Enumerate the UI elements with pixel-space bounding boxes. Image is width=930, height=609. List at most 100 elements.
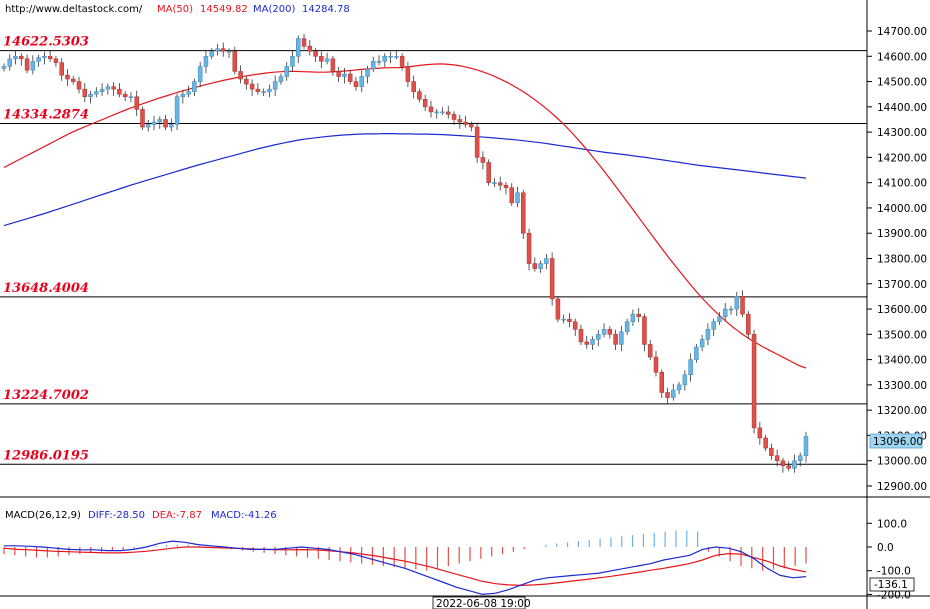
y-tick-label: 13900.00	[877, 228, 927, 240]
candle-down	[117, 88, 122, 95]
macd-tick-label: -200.0	[877, 589, 911, 601]
ma200-line	[3, 133, 807, 227]
candle-down	[463, 121, 468, 125]
candle-up	[394, 56, 399, 58]
time-tag	[432, 596, 526, 609]
current-price-tag	[869, 433, 923, 449]
ma200-label: MA(200)	[253, 4, 295, 15]
candle-up	[728, 308, 734, 311]
candle-up	[371, 61, 376, 70]
candle-up	[671, 389, 676, 398]
macd-current-tag	[869, 577, 915, 592]
candle-up	[186, 91, 191, 95]
candle-down	[584, 341, 589, 345]
candle-up	[99, 88, 105, 92]
candle-down	[786, 465, 791, 469]
macd-current-value: -136.1	[874, 579, 908, 591]
candle-down	[319, 56, 324, 62]
candle-up	[94, 91, 99, 95]
macd-dea-line	[3, 546, 807, 587]
level-label: 14334.2874	[3, 107, 89, 122]
y-tick-label: 12900.00	[877, 481, 927, 493]
y-tick-label: 13700.00	[877, 279, 927, 291]
candle-up	[192, 81, 197, 92]
candle-up	[1, 66, 7, 69]
macd-tick-label: 100.0	[877, 518, 907, 530]
candle-up	[792, 460, 797, 469]
candle-down	[653, 356, 659, 373]
candle-up	[296, 38, 301, 57]
candle-down	[428, 106, 434, 113]
candle-down	[636, 313, 641, 317]
candle-down	[659, 372, 665, 393]
candle-up	[601, 329, 607, 335]
macd-diff-value: DIFF:-28.50	[88, 510, 145, 521]
candle-down	[422, 99, 428, 108]
ma50-line	[3, 63, 807, 369]
candle-up	[261, 91, 266, 93]
candle-up	[717, 316, 722, 322]
candle-up	[226, 50, 232, 53]
candle-down	[301, 38, 307, 47]
candle-up	[267, 88, 272, 92]
candle-up	[105, 86, 111, 90]
candle-up	[699, 339, 705, 348]
y-tick-label: 14300.00	[877, 127, 927, 139]
ma50-value: 14549.82	[200, 4, 248, 15]
candle-down	[24, 58, 30, 71]
candle-down	[578, 329, 584, 343]
candle-up	[209, 50, 214, 57]
candle-down	[53, 58, 59, 63]
candle-up	[128, 96, 134, 98]
candle-up	[7, 58, 13, 67]
candle-up	[278, 76, 284, 82]
candle-down	[411, 81, 416, 92]
candle-down	[122, 93, 128, 97]
candle-down	[111, 86, 116, 90]
candle-up	[151, 121, 157, 125]
candle-down	[469, 124, 474, 128]
candle-down	[140, 109, 145, 128]
candle-down	[244, 78, 249, 85]
candle-down	[740, 296, 745, 315]
candle-up	[145, 124, 151, 128]
candle-up	[630, 313, 636, 322]
candle-up	[688, 359, 693, 376]
y-tick-label: 13300.00	[877, 380, 927, 392]
candle-down	[163, 119, 168, 128]
candle-down	[549, 258, 555, 300]
macd-dea-value: DEA:-7.87	[152, 510, 202, 521]
candle-down	[665, 392, 670, 398]
candle-down	[238, 71, 243, 80]
candle-down	[59, 62, 64, 76]
candle-down	[763, 437, 768, 449]
candle-down	[417, 91, 422, 100]
candle-down	[757, 427, 763, 439]
level-label: 13224.7002	[3, 388, 89, 403]
time-label: 2022-06-08 19:00	[436, 598, 531, 609]
y-tick-label: 13400.00	[877, 355, 927, 367]
candle-down	[486, 162, 491, 183]
candle-down	[47, 56, 53, 60]
level-label: 14622.5303	[3, 35, 89, 50]
candle-down	[532, 263, 538, 269]
candle-down	[399, 56, 405, 67]
candle-down	[503, 184, 509, 188]
candle-up	[544, 258, 549, 264]
macd-label: MACD(26,12,9)	[5, 510, 81, 521]
candle-down	[746, 313, 751, 335]
candle-down	[751, 334, 757, 429]
y-tick-label: 13600.00	[877, 304, 927, 316]
macd-tick-label: 0.0	[877, 542, 894, 554]
candle-down	[526, 232, 532, 264]
candle-down	[780, 460, 786, 467]
candle-up	[272, 81, 278, 90]
candle-down	[451, 114, 457, 120]
candle-down	[446, 111, 451, 115]
candle-down	[330, 58, 336, 72]
candle-up	[711, 321, 716, 330]
candle-up	[619, 331, 624, 345]
candle-down	[769, 447, 774, 456]
candle-down	[509, 187, 514, 204]
